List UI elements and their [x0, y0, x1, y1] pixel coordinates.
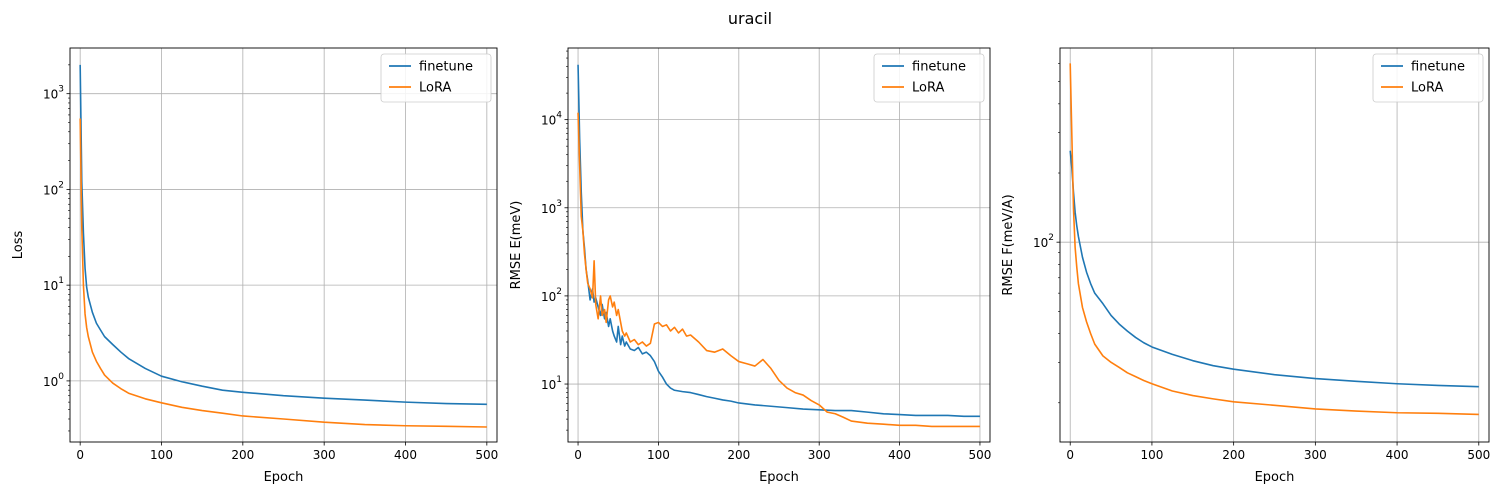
y-axis-label: RMSE E(meV): [509, 201, 524, 290]
x-tick-label: 200: [727, 448, 750, 462]
y-tick-label: 103: [43, 84, 64, 101]
x-tick-label: 300: [313, 448, 336, 462]
x-axis-label: Epoch: [264, 470, 304, 485]
x-tick-label: 200: [1222, 448, 1245, 462]
y-tick-label: 102: [541, 286, 562, 303]
x-tick-label: 400: [394, 448, 417, 462]
series-line-finetune: [1069, 150, 1479, 388]
series-line-finetune: [79, 64, 487, 406]
y-tick-label: 102: [43, 180, 64, 197]
series-line-lora: [577, 112, 980, 428]
subplot-rmse-f: 0 100 200 300 400 500 102 Epoch RMSE F(meV/A) fin…: [1001, 47, 1490, 485]
x-tick-label: 300: [808, 448, 831, 462]
x-axis-label: Epoch: [759, 470, 799, 485]
y-tick-label: 104: [541, 110, 562, 127]
legend: finetune LoRA: [873, 53, 985, 103]
legend: finetune LoRA: [1372, 53, 1484, 103]
legend-label-finetune: finetune: [1411, 60, 1465, 75]
subplot-rmse-e: 0 100 200 300 400 500 101 102 103 104 Epoch RMSE E(…: [509, 47, 991, 485]
x-tick-label: 500: [968, 448, 991, 462]
y-axis-label: RMSE F(meV/A): [1001, 194, 1016, 295]
series-line-lora: [79, 118, 487, 428]
figure-title: uracil: [728, 9, 772, 28]
x-tick-label: 400: [888, 448, 911, 462]
y-tick-label: 103: [541, 198, 562, 215]
legend-label-finetune: finetune: [419, 60, 473, 75]
x-tick-label: 100: [1140, 448, 1163, 462]
y-tick-label: 102: [1033, 233, 1054, 250]
legend-label-lora: LoRA: [1411, 81, 1443, 96]
x-axis-label: Epoch: [1255, 470, 1295, 485]
x-tick-label: 500: [1467, 448, 1490, 462]
x-tick-label: 400: [1386, 448, 1409, 462]
x-tick-label: 500: [475, 448, 498, 462]
x-tick-label: 0: [1066, 448, 1074, 462]
x-tick-label: 100: [150, 448, 173, 462]
legend-label-lora: LoRA: [419, 81, 451, 96]
x-tick-label: 200: [231, 448, 254, 462]
series-line-finetune: [577, 64, 980, 418]
x-tick-label: 100: [647, 448, 670, 462]
subplot-loss: 0 100 200 300 400 500 100 101 102 103 Epoch Loss fin…: [11, 47, 498, 485]
axes-frame: [1059, 47, 1490, 443]
y-tick-label: 101: [541, 375, 562, 392]
y-tick-label: 101: [43, 276, 64, 293]
series-line-lora: [1069, 63, 1479, 416]
y-axis-label: Loss: [11, 231, 26, 260]
legend-label-finetune: finetune: [912, 60, 966, 75]
legend: finetune LoRA: [380, 53, 492, 103]
axes-frame: [69, 47, 498, 443]
y-tick-label: 100: [43, 371, 64, 388]
x-tick-label: 0: [76, 448, 84, 462]
legend-label-lora: LoRA: [912, 81, 944, 96]
axes-frame: [567, 47, 991, 443]
x-tick-label: 0: [574, 448, 582, 462]
x-tick-label: 300: [1304, 448, 1327, 462]
